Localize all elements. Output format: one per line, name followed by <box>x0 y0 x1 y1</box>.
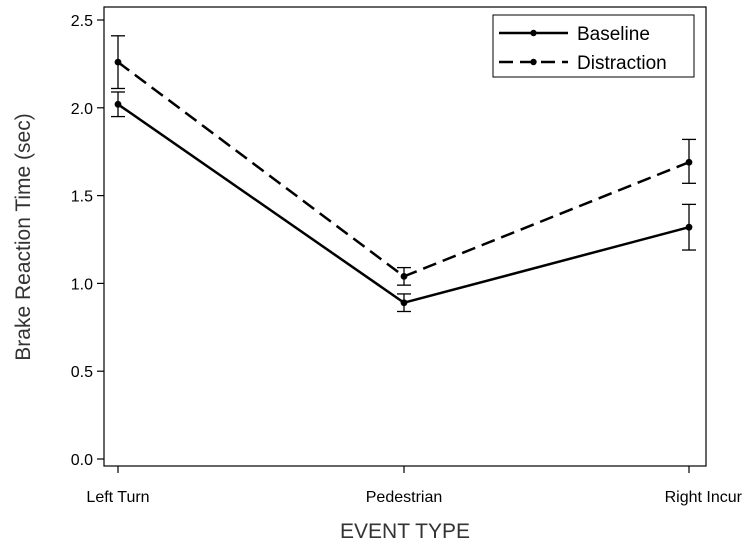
legend-box <box>492 14 695 78</box>
data-point-baseline-1 <box>400 299 408 307</box>
legend-label-baseline: Baseline <box>577 24 650 45</box>
y-tick-label-1: 0.5 <box>71 364 93 381</box>
x-axis-title: EVENT TYPE <box>340 520 470 543</box>
data-point-baseline-0 <box>114 100 122 108</box>
y-tick-label-0: 0.0 <box>71 452 93 469</box>
data-point-baseline-2 <box>685 223 693 231</box>
series-lines <box>117 61 690 304</box>
y-tick-label-3: 1.5 <box>71 189 93 206</box>
legend-marker-distraction <box>530 58 537 66</box>
y-tick-label-2: 1.0 <box>71 276 93 293</box>
plot-frame <box>103 6 707 467</box>
y-tick-label-5: 2.5 <box>71 13 93 30</box>
y-axis: 0.0 0.5 1.0 1.5 2.0 2.5 <box>71 13 104 469</box>
data-point-distraction-1 <box>400 272 408 280</box>
data-point-distraction-0 <box>114 58 122 66</box>
x-tick-label-1: Pedestrian <box>366 489 443 506</box>
x-tick-label-0: Left Turn <box>86 489 149 506</box>
y-tick-label-4: 2.0 <box>71 101 93 118</box>
data-points <box>114 58 693 307</box>
legend: Baseline Distraction <box>492 14 695 78</box>
legend-label-distraction: Distraction <box>577 53 667 74</box>
y-axis-title: Brake Reaction Time (sec) <box>12 113 35 360</box>
x-axis: Left Turn Pedestrian Right Incur <box>86 466 743 506</box>
series-line-distraction <box>117 61 690 278</box>
data-point-distraction-2 <box>685 158 693 166</box>
legend-marker-baseline <box>530 29 537 37</box>
x-tick-label-2: Right Incur <box>665 489 743 506</box>
